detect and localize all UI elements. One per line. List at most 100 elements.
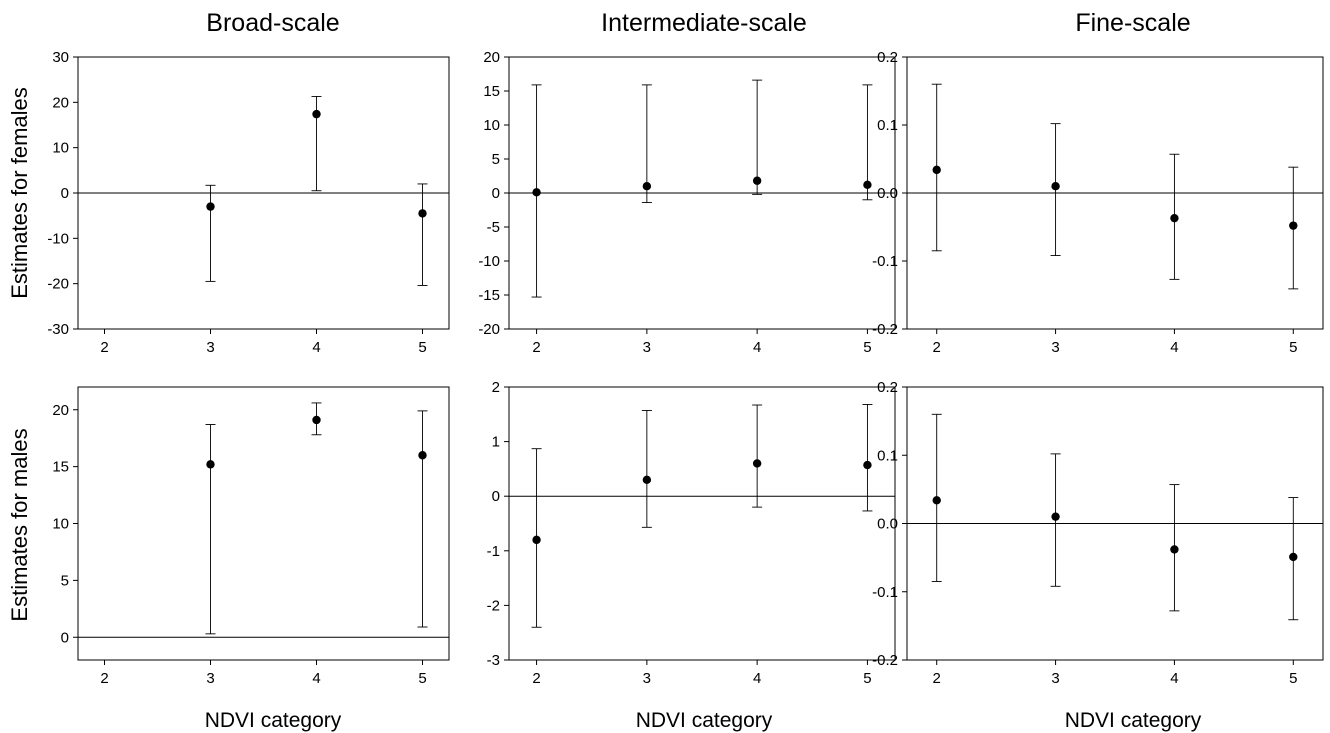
- y-tick-label: 0: [492, 185, 500, 202]
- y-tick-label: 0.1: [877, 117, 898, 134]
- y-tick-label: 20: [52, 402, 69, 419]
- y-tick-label: 20: [483, 49, 500, 66]
- panel-broad-males: 0 5 10 15 20 2 3 4 5: [52, 386, 450, 687]
- data-point: [532, 188, 541, 197]
- data-point: [1051, 182, 1060, 191]
- x-tick-label: 5: [1289, 339, 1297, 356]
- y-tick-label: 0: [492, 488, 500, 505]
- y-tick-label: 0.0: [877, 185, 898, 202]
- y-tick-label: -15: [478, 287, 500, 304]
- y-tick-label: -0.1: [872, 584, 898, 601]
- column-title-intermediate: Intermediate-scale: [601, 9, 807, 37]
- data-point: [1051, 512, 1060, 521]
- data-point: [642, 475, 652, 485]
- data-point: [206, 202, 215, 211]
- data-point: [1289, 552, 1298, 562]
- panel-intermediate-males: -3 -2 -1 0 1 2 2 3 4 5: [487, 379, 896, 687]
- data-point: [418, 451, 427, 460]
- y-tick-label: -30: [47, 321, 69, 338]
- x-axis-title-intermediate: NDVI category: [636, 709, 773, 732]
- y-tick-label: -0.2: [872, 652, 898, 669]
- data-point: [752, 176, 762, 185]
- y-tick-label: -3: [487, 652, 500, 669]
- y-tick-label: 15: [483, 83, 500, 100]
- y-tick-label: 0.2: [877, 49, 898, 66]
- x-axis-title-broad: NDVI category: [205, 709, 342, 732]
- x-tick-label: 3: [206, 339, 214, 356]
- x-tick-label: 3: [206, 670, 214, 687]
- plot-frame: [508, 386, 896, 661]
- column-title-broad: Broad-scale: [206, 9, 339, 37]
- x-tick-label: 3: [643, 339, 651, 356]
- x-tick-label: 2: [933, 339, 941, 356]
- x-tick-label: 2: [532, 670, 540, 687]
- y-tick-label: 0.0: [877, 516, 898, 533]
- y-tick-label: 0.2: [877, 379, 898, 396]
- panel-fine-males: -0.2 -0.1 0.0 0.1 0.2 2 3 4 5: [872, 379, 1324, 687]
- data-point: [863, 180, 872, 190]
- panel-broad-females: -30 -20 -10 0 10 20 30 2 3 4 5: [47, 49, 450, 356]
- y-tick-label: -10: [478, 253, 500, 270]
- data-point: [532, 535, 541, 545]
- data-point: [1170, 213, 1179, 223]
- y-tick-label: -5: [487, 219, 500, 236]
- y-tick-label: -20: [47, 276, 69, 293]
- x-tick-label: 3: [1051, 339, 1059, 356]
- row-label-males: Estimates for males: [7, 428, 32, 621]
- y-tick-label: 0: [61, 185, 69, 202]
- x-tick-label: 4: [753, 339, 761, 356]
- x-tick-label: 5: [863, 339, 871, 356]
- y-tick-label: 5: [61, 572, 69, 589]
- data-point: [863, 460, 872, 470]
- x-tick-label: 2: [933, 670, 941, 687]
- x-tick-label: 4: [1170, 339, 1178, 356]
- data-point: [312, 109, 321, 119]
- x-tick-label: 3: [1051, 670, 1059, 687]
- x-tick-label: 5: [863, 670, 871, 687]
- y-tick-label: -10: [47, 230, 69, 247]
- data-point: [206, 460, 215, 469]
- y-tick-label: 5: [492, 151, 500, 168]
- x-tick-label: 4: [1170, 670, 1178, 687]
- data-point: [418, 209, 427, 218]
- x-tick-label: 4: [753, 670, 761, 687]
- x-tick-label: 5: [1289, 670, 1297, 687]
- data-point: [1170, 545, 1179, 554]
- x-tick-label: 5: [418, 339, 426, 356]
- data-point: [312, 415, 321, 425]
- x-tick-label: 4: [312, 670, 320, 687]
- y-tick-label: 20: [52, 94, 69, 111]
- y-tick-label: -0.1: [872, 253, 898, 270]
- y-tick-label: -1: [487, 543, 500, 560]
- data-point: [1289, 221, 1298, 230]
- y-tick-label: 0.1: [877, 447, 898, 464]
- data-point: [932, 165, 941, 175]
- y-tick-label: -0.2: [872, 321, 898, 338]
- y-tick-label: -20: [478, 321, 500, 338]
- data-point: [752, 459, 762, 468]
- y-tick-label: 0: [61, 629, 69, 646]
- x-tick-label: 4: [312, 339, 320, 356]
- data-point: [932, 496, 941, 505]
- y-tick-label: 1: [492, 434, 500, 451]
- x-tick-label: 3: [643, 670, 651, 687]
- plot-frame: [77, 386, 450, 661]
- y-tick-label: 10: [52, 140, 69, 157]
- data-point: [642, 182, 652, 191]
- row-label-females: Estimates for females: [7, 87, 32, 299]
- y-tick-label: 30: [52, 49, 69, 66]
- x-tick-label: 5: [418, 670, 426, 687]
- y-tick-label: 2: [492, 379, 500, 396]
- x-tick-label: 2: [532, 339, 540, 356]
- y-tick-label: -2: [487, 597, 500, 614]
- x-tick-label: 2: [100, 670, 108, 687]
- y-tick-label: 15: [52, 459, 69, 476]
- y-tick-label: 10: [52, 516, 69, 533]
- x-tick-label: 2: [100, 339, 108, 356]
- y-tick-label: 10: [483, 117, 500, 134]
- column-title-fine: Fine-scale: [1075, 9, 1190, 37]
- x-axis-title-fine: NDVI category: [1065, 709, 1202, 732]
- panel-fine-females: -0.2 -0.1 0.0 0.1 0.2 2 3 4 5: [872, 49, 1324, 356]
